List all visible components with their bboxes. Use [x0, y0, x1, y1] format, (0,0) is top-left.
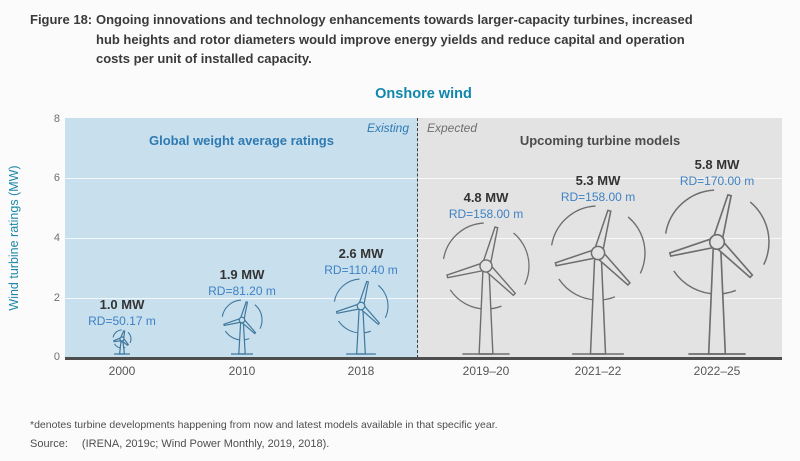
wind-turbine-icon-2022–25	[664, 189, 770, 355]
expected-region-title: Upcoming turbine models	[519, 133, 681, 148]
plot-area: Existing Expected Global weight average …	[65, 118, 782, 360]
source-text: (IRENA, 2019c; Wind Power Monthly, 2019,…	[81, 438, 330, 450]
chart-title: Onshore wind	[375, 86, 472, 102]
figure-number-label: Figure 18:	[30, 12, 93, 27]
turbine-mw-label-2000: 1.0 MW	[99, 297, 145, 312]
existing-expected-divider	[417, 118, 418, 358]
turbine-rd-label-2021–22: RD=158.00 m	[560, 190, 636, 204]
x-axis-label-2019–20: 2019–20	[462, 364, 510, 378]
figure-caption-text: Ongoing innovations and technology enhan…	[96, 10, 693, 69]
expected-tag: Expected	[427, 121, 478, 135]
caption-line-2: hub heights and rotor diameters would im…	[96, 31, 685, 47]
turbine-rd-label-2000: RD=50.17 m	[88, 314, 156, 328]
turbine-mw-label-2021–22: 5.3 MW	[575, 173, 621, 188]
gridline-6mw	[65, 178, 782, 179]
x-axis-labels: 2000 2010 2018 2019–20 2021–22 2022–25	[65, 364, 782, 380]
figure-caption: Figure 18: Ongoing innovations and techn…	[30, 10, 770, 69]
turbine-rd-label-2018: RD=110.40 m	[324, 263, 398, 277]
turbine-mw-label-2022–25: 5.8 MW	[694, 157, 740, 172]
y-axis-ticks: 8 6 4 2 0	[38, 113, 60, 363]
caption-line-1: Ongoing innovations and technology enhan…	[96, 12, 693, 27]
existing-region-title: Global weight average ratings	[149, 133, 334, 148]
turbine-mw-label-2019–20: 4.8 MW	[463, 190, 509, 205]
existing-tag: Existing	[366, 121, 409, 135]
x-axis-label-2010: 2010	[228, 364, 256, 378]
x-axis-label-2018: 2018	[347, 364, 375, 378]
source-line: Source: (IRENA, 2019c; Wind Power Monthly…	[30, 438, 329, 450]
turbine-rd-label-2022–25: RD=170.00 m	[679, 174, 755, 188]
wind-turbine-icon-2021–22	[550, 205, 646, 355]
turbine-mw-label-2018: 2.6 MW	[338, 246, 384, 261]
footnote: *denotes turbine developments happening …	[30, 419, 498, 431]
x-axis-label-2022–25: 2022–25	[693, 364, 741, 378]
y-axis-title: Wind turbine ratings (MW)	[7, 165, 21, 311]
y-tick-0: 0	[53, 351, 60, 363]
source-label: Source:	[30, 438, 68, 450]
turbine-rd-label-2019–20: RD=158.00 m	[448, 207, 524, 221]
y-tick-4: 4	[53, 232, 60, 244]
wind-turbine-icon-2019–20	[442, 222, 530, 355]
gridline-2mw	[65, 298, 782, 299]
y-tick-6: 6	[53, 172, 60, 184]
x-axis-label-2021–22: 2021–22	[574, 364, 622, 378]
turbine-rd-label-2010: RD=81.20 m	[208, 284, 276, 298]
turbine-mw-label-2010: 1.9 MW	[219, 267, 265, 282]
x-axis-label-2000: 2000	[108, 364, 136, 378]
wind-turbine-icon-2010	[221, 299, 263, 355]
y-tick-2: 2	[53, 292, 60, 304]
wind-turbine-icon-2018	[333, 278, 389, 355]
x-axis-line	[65, 357, 782, 360]
y-tick-8: 8	[53, 113, 60, 125]
caption-line-3: costs per unit of installed capacity.	[96, 51, 312, 66]
gridline-4mw	[65, 238, 782, 239]
wind-turbine-icon-2000	[112, 329, 132, 355]
